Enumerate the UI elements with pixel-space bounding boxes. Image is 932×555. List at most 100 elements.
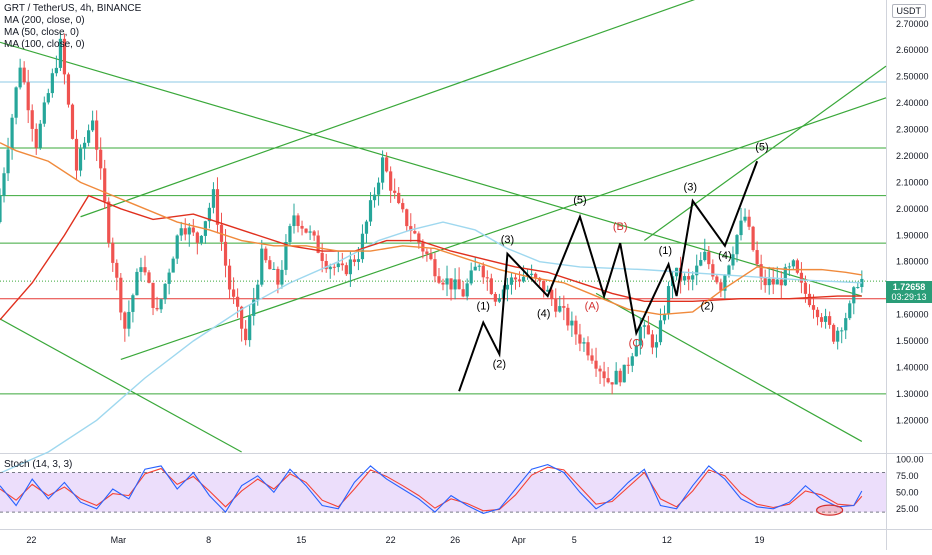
candle-body [594, 360, 598, 369]
time-tick-label: Mar [111, 535, 127, 545]
candle-body [622, 364, 626, 383]
candle-body [70, 104, 75, 139]
stoch-highlight-ellipse [816, 504, 844, 516]
candle-body [433, 259, 437, 277]
candle-body [58, 38, 63, 68]
candle-body [445, 278, 449, 285]
candle-body [775, 279, 779, 285]
candle-body [562, 306, 566, 308]
wave-label: (2) [700, 300, 713, 312]
candle-body [449, 278, 453, 290]
candle-body [763, 278, 767, 286]
trendline-0 [0, 41, 863, 297]
candle-body [795, 260, 799, 273]
candle-body [368, 200, 373, 222]
candle-body [469, 270, 473, 284]
candle-body [143, 267, 147, 273]
candle-body [658, 320, 663, 343]
candle-body [683, 276, 687, 281]
candle-body [119, 277, 123, 313]
candle-body [417, 233, 421, 243]
candle-body [397, 192, 401, 204]
candle-body [284, 242, 288, 270]
candle-body [735, 235, 739, 255]
candle-body [755, 250, 759, 265]
candle-body [836, 330, 840, 342]
candle-body [473, 266, 477, 271]
trendline-3 [80, 0, 696, 218]
candle-body [803, 282, 808, 294]
trendline-4 [644, 65, 887, 242]
candle-body [791, 260, 795, 267]
candle-body [554, 298, 558, 312]
candle-body [26, 82, 30, 111]
candle-body [207, 207, 212, 222]
candle-body [6, 149, 10, 174]
candle-body [54, 67, 58, 74]
candle-body [376, 182, 381, 195]
candle-body [179, 228, 183, 236]
price-tick-label: 2.20000 [896, 151, 929, 161]
candle-body [832, 324, 836, 342]
stoch-tick-label: 100.00 [896, 454, 924, 464]
price-tick-label: 2.40000 [896, 98, 929, 108]
price-tick-label: 1.30000 [896, 389, 929, 399]
candle-body [767, 278, 771, 286]
candle-body [509, 277, 514, 285]
candle-body [558, 306, 562, 312]
candle-body [461, 289, 465, 297]
candle-body [336, 263, 340, 268]
candle-body [66, 74, 71, 105]
candle-body [231, 289, 236, 297]
wave-label: (4) [537, 308, 550, 320]
candle-body [171, 258, 175, 273]
candle-body [405, 209, 409, 227]
wave-label: (1) [477, 300, 490, 312]
candle-body [155, 307, 159, 310]
candle-body [530, 273, 534, 275]
candle-body [78, 148, 83, 171]
candle-body [14, 87, 18, 118]
candle-body [95, 120, 99, 150]
candle-body [356, 259, 361, 262]
time-tick-label: 22 [26, 535, 36, 545]
candle-body [272, 268, 276, 270]
candle-body [807, 293, 812, 306]
candle-body [799, 272, 804, 283]
candle-body [107, 201, 111, 243]
candle-body [638, 326, 642, 346]
candle-body [654, 342, 659, 348]
candle-body [300, 225, 304, 229]
price-tick-label: 2.50000 [896, 72, 929, 82]
candle-body [328, 266, 332, 270]
candle-body [489, 278, 493, 294]
candle-body [570, 320, 574, 326]
candle-body [542, 280, 546, 292]
candle-body [606, 378, 610, 383]
candle-body [115, 262, 119, 278]
wave-count-line [458, 213, 654, 392]
trendline-1 [0, 318, 242, 453]
candle-body [610, 382, 614, 385]
candle-body [360, 233, 365, 260]
candle-body [546, 289, 550, 292]
candle-body [139, 267, 143, 272]
time-tick-label: 22 [386, 535, 396, 545]
candle-body [187, 227, 191, 235]
candle-body [50, 73, 54, 94]
candle-body [453, 279, 457, 290]
candle-body [389, 171, 393, 191]
currency-badge[interactable]: USDT [891, 4, 926, 18]
ma50-legend: MA (50, close, 0) [4, 27, 80, 38]
candle-body [695, 265, 699, 276]
candle-body [240, 306, 244, 329]
ma50-line [0, 194, 862, 321]
candle-body [46, 93, 50, 103]
candle-body [320, 252, 324, 261]
candle-body [630, 356, 634, 366]
candle-body [364, 221, 369, 234]
ma200-legend: MA (200, close, 0) [4, 15, 85, 26]
time-tick-label: Apr [512, 535, 526, 545]
